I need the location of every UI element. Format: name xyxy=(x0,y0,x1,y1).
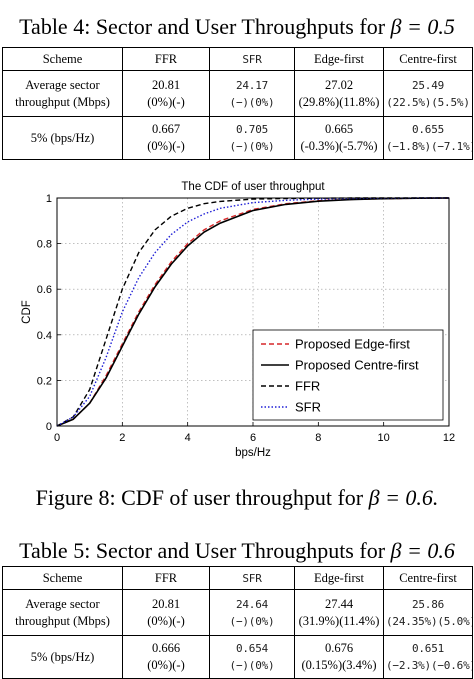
table4-row-label: 5% (bps/Hz) xyxy=(2,116,123,160)
table4-cell-ffr: 20.81 (0%)(-) xyxy=(122,70,210,117)
table4-header-edge-first: Edge-first xyxy=(294,47,384,71)
table5: Scheme FFR SFR Edge-first Centre-first A… xyxy=(2,566,473,679)
table5-header-ffr: FFR xyxy=(122,566,210,590)
table5-row-label: 5% (bps/Hz) xyxy=(2,635,123,679)
figure8-caption: Figure 8: CDF of user throughput for β =… xyxy=(0,485,474,511)
table4-header-ffr: FFR xyxy=(122,47,210,71)
chart-title: The CDF of user throughput xyxy=(181,181,325,193)
table5-caption-math: β = 0.6 xyxy=(390,538,455,563)
table5-cell-sfr: 0.654 (−)(0%) xyxy=(209,635,295,679)
table4-cell-sfr: 24.17 (−)(0%) xyxy=(209,70,295,117)
legend-label: Proposed Edge-first xyxy=(295,337,410,352)
table5-caption: Table 5: Sector and User Throughputs for… xyxy=(0,538,474,564)
table5-header-scheme: Scheme xyxy=(2,566,123,590)
table5-header-sfr: SFR xyxy=(209,566,295,590)
table4: Scheme FFR SFR Edge-first Centre-first A… xyxy=(2,47,473,160)
x-tick-label: 8 xyxy=(315,432,321,444)
cdf-chart: 0 2 4 6 8 10 12 0 0.2 0.4 0.6 0.8 1 The CDF of user t… xyxy=(21,181,455,459)
table4-row-avg-throughput: Average sector throughput (Mbps) 20.81 (0… xyxy=(2,70,473,117)
table4-cell-edge-first: 27.02 (29.8%)(11.8%) xyxy=(294,70,384,117)
legend-box xyxy=(252,329,444,421)
y-tick-label: 0.6 xyxy=(37,284,52,296)
x-tick-label: 2 xyxy=(119,432,125,444)
y-axis-label: CDF xyxy=(21,300,33,324)
y-tick-label: 0 xyxy=(46,421,52,433)
table5-row-label: Average sector throughput (Mbps) xyxy=(2,589,123,636)
table5-cell-edge-first: 0.676 (0.15%)(3.4%) xyxy=(294,635,384,679)
table4-cell-centre-first: 0.655 (−1.8%)(−7.1%) xyxy=(383,116,473,160)
table5-cell-edge-first: 27.44 (31.9%)(11.4%) xyxy=(294,589,384,636)
table5-header-row: Scheme FFR SFR Edge-first Centre-first xyxy=(2,566,473,590)
y-tick-label: 0.2 xyxy=(37,375,52,387)
y-tick-label: 1 xyxy=(46,193,52,205)
table5-row-5pct: 5% (bps/Hz) 0.666 (0%)(-) 0.654 (−)(0%) 0.… xyxy=(2,635,473,679)
x-tick-label: 6 xyxy=(250,432,256,444)
plot-frame xyxy=(56,197,450,427)
table5-row-avg-throughput: Average sector throughput (Mbps) 20.81 (0… xyxy=(2,589,473,636)
table4-caption-math: β = 0.5 xyxy=(390,14,455,39)
y-tick-label: 0.8 xyxy=(37,239,52,251)
table4-row-5pct: 5% (bps/Hz) 0.667 (0%)(-) 0.705 (−)(0%) 0.… xyxy=(2,116,473,160)
x-tick-label: 12 xyxy=(443,432,455,444)
x-tick-label: 4 xyxy=(185,432,191,444)
legend-label: FFR xyxy=(295,379,320,394)
series-line-proposed-centre-first xyxy=(56,197,450,427)
table5-cell-ffr: 0.666 (0%)(-) xyxy=(122,635,210,679)
table4-caption-text: Table 4: Sector and User Throughputs for xyxy=(19,14,391,39)
y-tick-label: 0.4 xyxy=(37,330,52,342)
table4-cell-ffr: 0.667 (0%)(-) xyxy=(122,116,210,160)
table5-cell-sfr: 24.64 (−)(0%) xyxy=(209,589,295,636)
table5-cell-centre-first: 25.86 (24.35%)(5.0%) xyxy=(383,589,473,636)
table4-header-sfr: SFR xyxy=(209,47,295,71)
table5-cell-ffr: 20.81 (0%)(-) xyxy=(122,589,210,636)
x-tick-label: 10 xyxy=(378,432,390,444)
legend-label: SFR xyxy=(295,400,321,415)
table4-row-label: Average sector throughput (Mbps) xyxy=(2,70,123,117)
table5-cell-centre-first: 0.651 (−2.3%)(−0.6%) xyxy=(383,635,473,679)
x-tick-label: 0 xyxy=(54,432,60,444)
table5-header-edge-first: Edge-first xyxy=(294,566,384,590)
table4-caption: Table 4: Sector and User Throughputs for… xyxy=(0,14,474,40)
table5-caption-text: Table 5: Sector and User Throughputs for xyxy=(19,538,391,563)
table4-header-row: Scheme FFR SFR Edge-first Centre-first xyxy=(2,47,473,71)
table4-header-centre-first: Centre-first xyxy=(383,47,473,71)
table4-cell-edge-first: 0.665 (-0.3%)(-5.7%) xyxy=(294,116,384,160)
table4-cell-sfr: 0.705 (−)(0%) xyxy=(209,116,295,160)
series-line-proposed-edge-first xyxy=(56,197,450,427)
x-axis-label: bps/Hz xyxy=(235,447,271,459)
table5-header-centre-first: Centre-first xyxy=(383,566,473,590)
figure8-caption-math: β = 0.6. xyxy=(368,485,439,510)
legend-label: Proposed Centre-first xyxy=(295,358,419,373)
figure8-caption-text: Figure 8: CDF of user throughput for xyxy=(35,485,369,510)
table4-header-scheme: Scheme xyxy=(2,47,123,71)
table4-cell-centre-first: 25.49 (22.5%)(5.5%) xyxy=(383,70,473,117)
